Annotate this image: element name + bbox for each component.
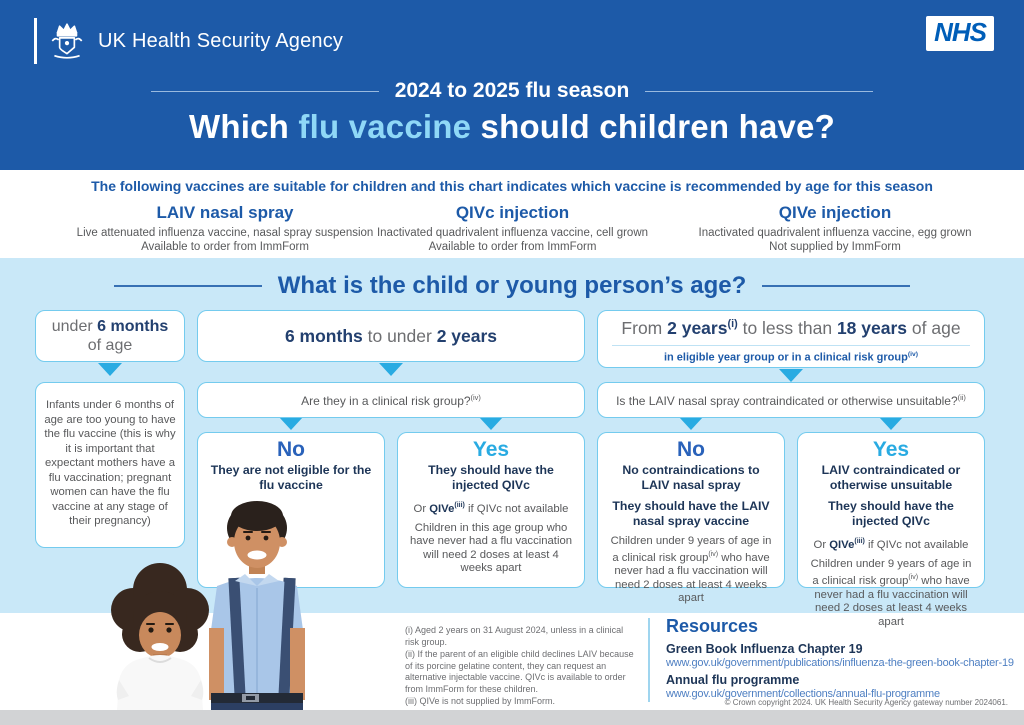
ukhsa-crest-icon	[51, 23, 83, 59]
flow-arrow-icon	[279, 417, 303, 430]
footnote-ii: (ii) If the parent of an eligible child …	[405, 649, 634, 694]
header: UK Health Security Agency NHS 2024 to 20…	[0, 0, 1024, 170]
age-box-under-6-months: under 6 months of age	[35, 310, 185, 362]
copyright-notice: © Crown copyright 2024. UK Health Securi…	[724, 698, 1008, 707]
footer-divider	[648, 618, 650, 702]
vaccine-name: QIVc injection	[455, 203, 570, 222]
decorative-line-left	[150, 90, 379, 92]
org-name: UK Health Security Agency	[98, 29, 344, 52]
footnote-i: (i) Aged 2 years on 31 August 2024, unle…	[405, 625, 624, 647]
infants-note-box: Infants under 6 months of age are too yo…	[35, 382, 185, 548]
age-box-6-months-to-2-years: 6 months to under 2 years	[197, 310, 585, 362]
vaccine-intro-band: The following vaccines are suitable for …	[0, 170, 1024, 258]
footnote-marker: (iv)	[708, 551, 719, 558]
footnote-marker: (iv)	[470, 392, 481, 402]
vaccine-name: QIVe injection	[778, 203, 892, 222]
green-book-link[interactable]: www.gov.uk/government/publications/influ…	[666, 657, 1014, 669]
flow-arrow-icon	[98, 363, 122, 376]
season-title: 2024 to 2025 flu season	[394, 79, 630, 102]
flow-arrow-icon	[779, 369, 803, 382]
flow-arrow-icon	[379, 363, 403, 376]
resource-label: Green Book Influenza Chapter 19	[666, 642, 863, 656]
brand-divider	[34, 18, 37, 64]
footnote-marker: (iii)	[854, 537, 865, 545]
resources-section: Resources Green Book Influenza Chapter 1…	[666, 616, 1018, 700]
children-photo	[111, 501, 305, 710]
footnote-iii: (iii) QIVe is not supplied by ImmForm.	[405, 696, 556, 706]
footer-bar	[0, 710, 1024, 725]
question-clinical-risk-box: Are they in a clinical risk group?(iv)	[197, 382, 585, 418]
title-highlight: flu vaccine	[298, 108, 472, 145]
answer-no-laiv-nasal-spray-box: No No contraindications to LAIV nasal sp…	[597, 432, 785, 604]
flow-arrow-icon	[479, 417, 503, 430]
nhs-logo: NHS	[926, 16, 994, 51]
ukhsa-brand: UK Health Security Agency	[34, 18, 343, 64]
vaccine-laiv: LAIV nasal spray Live attenuated influen…	[50, 203, 400, 254]
footnote-marker: (iii)	[454, 501, 465, 509]
footnote-marker: (iv)	[908, 574, 919, 582]
answer-yes-injected-qivc-box: Yes They should have the injected QIVc O…	[397, 432, 585, 588]
decorative-line-right	[645, 90, 874, 92]
answer-no-not-eligible-box: No They are not eligible for the flu vac…	[197, 432, 385, 588]
footnote-marker: (ii)	[957, 392, 966, 402]
vaccine-name: LAIV nasal spray	[156, 203, 294, 222]
age-question-heading: What is the child or young person’s age?	[0, 272, 1024, 300]
resources-title: Resources	[666, 616, 759, 636]
decorative-line-left	[113, 285, 262, 287]
footnote-marker: (i)	[727, 318, 738, 331]
intro-lead: The following vaccines are suitable for …	[91, 178, 933, 194]
vaccine-desc: Inactivated quadrivalent influenza vacci…	[376, 227, 649, 253]
vaccine-desc: Live attenuated influenza vaccine, nasal…	[76, 227, 374, 253]
age-question: What is the child or young person’s age?	[277, 272, 747, 299]
decorative-line-right	[762, 285, 911, 287]
age-box-2-to-18-years: From 2 years(i) to less than 18 years of…	[597, 310, 985, 368]
resource-label: Annual flu programme	[666, 673, 800, 687]
page-title: Which flu vaccine should children have?	[189, 108, 835, 145]
flowchart-band: What is the child or young person’s age?…	[0, 258, 1024, 628]
answer-yes-laiv-contraindicated-box: Yes LAIV contraindicated or otherwise un…	[797, 432, 985, 628]
question-laiv-unsuitable-box: Is the LAIV nasal spray contraindicated …	[597, 382, 985, 418]
annual-flu-programme-link[interactable]: www.gov.uk/government/collections/annual…	[666, 688, 940, 700]
boy-figure	[209, 501, 305, 710]
vaccine-qivc: QIVc injection Inactivated quadrivalent …	[345, 203, 680, 254]
footnote-marker: (iv)	[907, 351, 919, 358]
flow-arrow-icon	[879, 417, 903, 430]
flow-arrow-icon	[679, 417, 703, 430]
vaccine-desc: Inactivated quadrivalent influenza vacci…	[698, 227, 972, 253]
season-heading: 2024 to 2025 flu season	[0, 79, 1024, 103]
vaccine-qive: QIVe injection Inactivated quadrivalent …	[680, 203, 990, 254]
toddler-figure	[111, 563, 209, 710]
